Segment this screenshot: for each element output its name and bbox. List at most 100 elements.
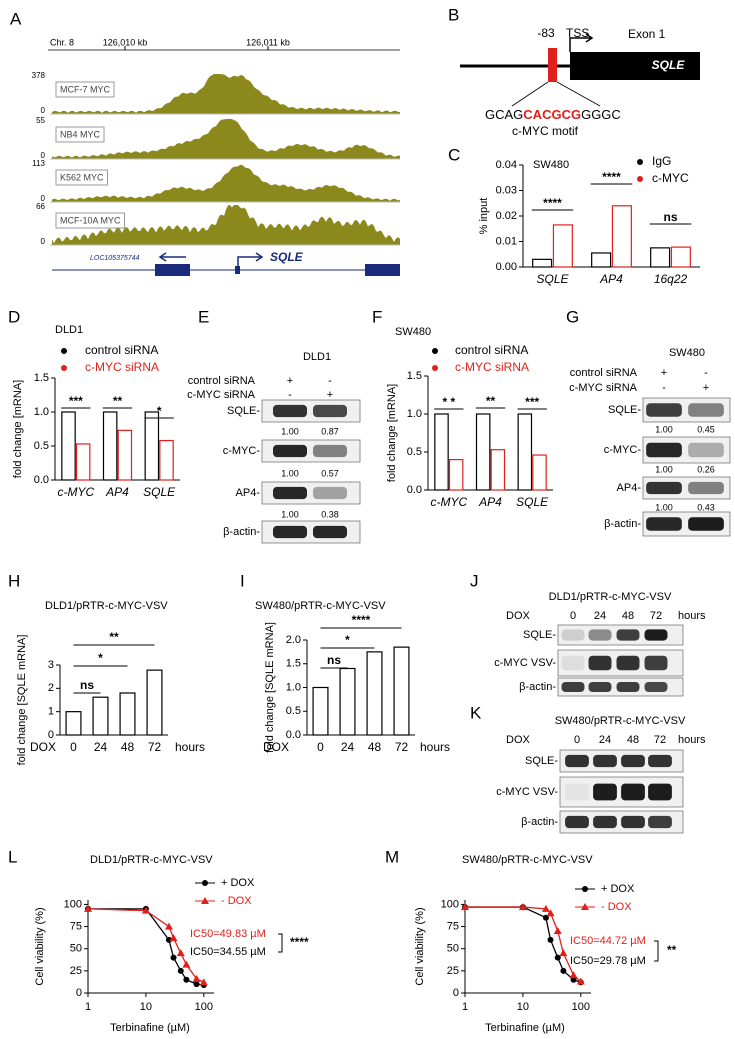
bar bbox=[475, 413, 491, 491]
point bbox=[170, 954, 177, 961]
x-tick-label: 48 bbox=[121, 740, 135, 754]
y-tick-label: 50 bbox=[447, 943, 459, 955]
condition: control siRNA bbox=[188, 375, 256, 387]
point bbox=[518, 903, 527, 911]
band bbox=[688, 481, 724, 495]
track-label-box bbox=[55, 81, 115, 98]
x-tick-label: 24 bbox=[94, 740, 108, 754]
coverage bbox=[52, 119, 400, 159]
band bbox=[688, 517, 724, 531]
legend-marker bbox=[61, 348, 67, 354]
band bbox=[313, 486, 347, 500]
y-tick-label: 1.0 bbox=[407, 408, 422, 420]
x-tick-label: AP4 bbox=[599, 272, 623, 286]
bar bbox=[434, 413, 449, 491]
band bbox=[646, 403, 682, 417]
band bbox=[565, 754, 589, 768]
point bbox=[176, 949, 185, 957]
band bbox=[313, 444, 347, 458]
bar bbox=[92, 696, 109, 736]
sign: - bbox=[662, 382, 666, 394]
legend-marker bbox=[201, 897, 209, 904]
quantification: 0.87 bbox=[321, 426, 339, 436]
point bbox=[547, 936, 554, 943]
legend-label: - DOX bbox=[601, 901, 632, 913]
row-label: β-actin- bbox=[521, 816, 558, 828]
tss-arrow bbox=[569, 33, 594, 52]
chart-title: SW480/pRTR-c-MYC-VSV bbox=[462, 854, 593, 866]
point bbox=[141, 906, 150, 914]
y-tick-label: 0 bbox=[453, 987, 459, 999]
band bbox=[273, 486, 307, 500]
y-tick-label: 0.01 bbox=[496, 235, 517, 247]
bar bbox=[159, 439, 174, 481]
point bbox=[559, 949, 568, 957]
sign: + bbox=[661, 367, 667, 379]
legend-marker bbox=[582, 886, 588, 892]
timepoint: 0 bbox=[574, 734, 580, 746]
bar bbox=[448, 459, 464, 491]
point bbox=[560, 967, 567, 974]
point bbox=[569, 971, 578, 979]
band bbox=[273, 525, 307, 539]
band bbox=[644, 681, 668, 693]
sign: + bbox=[327, 389, 333, 401]
condition: control siRNA bbox=[570, 367, 638, 379]
row-label: SQLE- bbox=[227, 405, 260, 417]
significance: **** bbox=[352, 613, 371, 627]
x-tick-label: 10 bbox=[140, 1001, 152, 1013]
legend-marker bbox=[61, 365, 67, 371]
x-tick-label: SQLE bbox=[143, 485, 176, 499]
sequence: GCAGCACGCGGGGC bbox=[485, 107, 621, 122]
condition: c-MYC siRNA bbox=[187, 389, 255, 401]
track-max: 113 bbox=[32, 159, 45, 168]
y-axis-label: fold change [mRNA] bbox=[386, 384, 398, 482]
position: -83 bbox=[537, 26, 555, 40]
y-axis-label: fold change [mRNA] bbox=[12, 380, 24, 478]
row-label: β-actin- bbox=[223, 526, 260, 538]
bar bbox=[650, 247, 671, 268]
x-tick-label: 72 bbox=[148, 740, 162, 754]
time-label: DOX bbox=[506, 610, 531, 622]
panel-label: L bbox=[8, 847, 17, 866]
significance: * * bbox=[442, 395, 455, 409]
significance: * bbox=[345, 633, 350, 647]
significance: *** bbox=[525, 395, 539, 409]
bar bbox=[312, 686, 329, 736]
sign: - bbox=[288, 389, 292, 401]
sign: - bbox=[328, 375, 332, 387]
legend-label: + DOX bbox=[221, 877, 255, 889]
band bbox=[688, 403, 724, 417]
track-max: 66 bbox=[36, 202, 45, 211]
significance: ns bbox=[327, 653, 341, 667]
x-tick-label: 48 bbox=[368, 740, 382, 754]
legend-marker bbox=[637, 176, 643, 182]
band bbox=[561, 629, 585, 641]
panel-label: G bbox=[566, 307, 579, 326]
panel-label: I bbox=[240, 571, 245, 590]
band bbox=[588, 655, 612, 671]
track-max: 378 bbox=[32, 71, 46, 80]
row-label: c-MYC- bbox=[223, 445, 261, 457]
gene-name: LOC105375744 bbox=[90, 255, 140, 262]
panel-label: B bbox=[448, 5, 459, 24]
exon: Exon 1 bbox=[628, 27, 666, 41]
significance-bracket bbox=[654, 940, 659, 962]
y-tick-label: 0 bbox=[48, 729, 54, 741]
condition: c-MYC siRNA bbox=[569, 382, 637, 394]
bar bbox=[119, 692, 136, 736]
band bbox=[588, 681, 612, 693]
significance: * bbox=[98, 651, 103, 665]
y-tick-label: 0.02 bbox=[496, 210, 517, 222]
y-tick-label: 100 bbox=[64, 898, 82, 910]
x-tick-label: c-MYC bbox=[430, 495, 467, 509]
legend-marker bbox=[637, 159, 643, 165]
timepoint: 48 bbox=[622, 610, 634, 622]
point bbox=[183, 976, 190, 983]
band bbox=[646, 481, 682, 495]
point bbox=[576, 977, 585, 985]
x-tick-label: 0 bbox=[317, 740, 324, 754]
y-tick-label: 2.0 bbox=[286, 634, 301, 646]
x-axis-label: Terbinafine (µM) bbox=[110, 1022, 190, 1034]
band bbox=[313, 525, 347, 539]
